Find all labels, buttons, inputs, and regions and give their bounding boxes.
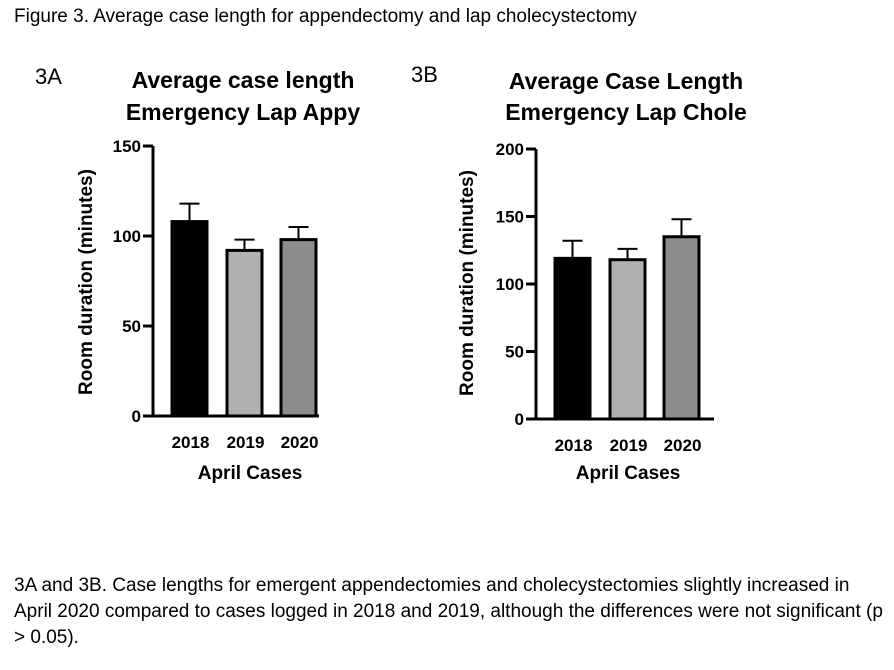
y-tick-label: 0 — [515, 410, 524, 429]
y-tick-label: 50 — [122, 317, 141, 336]
chart-title-line-1: Average Case Length — [509, 68, 743, 94]
bar-2019 — [225, 248, 264, 418]
panel-label-b: 3B — [411, 62, 438, 87]
x-tick-label: 2019 — [227, 433, 265, 452]
bar-2020 — [662, 235, 701, 421]
x-tick-label: 2020 — [664, 436, 702, 455]
y-tick-label: 150 — [496, 208, 524, 227]
bar-2018 — [170, 220, 209, 418]
chart-title-line-2: Emergency Lap Chole — [505, 99, 747, 125]
y-tick-label: 150 — [113, 137, 141, 156]
chart-title-line-1: Average case length — [132, 67, 355, 93]
y-axis-label: Room duration (minutes) — [76, 169, 97, 395]
x-tick-label: 2020 — [281, 433, 319, 452]
bar-2020 — [279, 238, 318, 418]
figure-caption: 3A and 3B. Case lengths for emergent app… — [14, 575, 883, 648]
x-axis-label: April Cases — [576, 463, 681, 484]
y-tick-label: 50 — [505, 343, 524, 362]
bar-2019 — [608, 258, 647, 421]
chart-3b: Average Case Length Emergency Lap Chole … — [457, 68, 747, 484]
y-tick-label: 100 — [113, 227, 141, 246]
y-tick-label: 200 — [496, 140, 524, 159]
y-tick-label: 0 — [132, 407, 141, 426]
y-axis-label: Room duration (minutes) — [457, 170, 478, 396]
x-tick-label: 2018 — [555, 436, 593, 455]
bar-2018 — [553, 256, 592, 421]
chart-3a: Average case length Emergency Lap Appy R… — [76, 67, 360, 484]
chart-title-line-2: Emergency Lap Appy — [126, 99, 361, 125]
panel-label-a: 3A — [35, 64, 62, 89]
figure-title: Figure 3. Average case length for append… — [14, 6, 637, 27]
x-tick-label: 2019 — [610, 436, 648, 455]
x-tick-label: 2018 — [172, 433, 210, 452]
charts-canvas: Average case length Emergency Lap Appy R… — [76, 67, 747, 484]
y-tick-label: 100 — [496, 275, 524, 294]
x-axis-label: April Cases — [198, 463, 303, 484]
